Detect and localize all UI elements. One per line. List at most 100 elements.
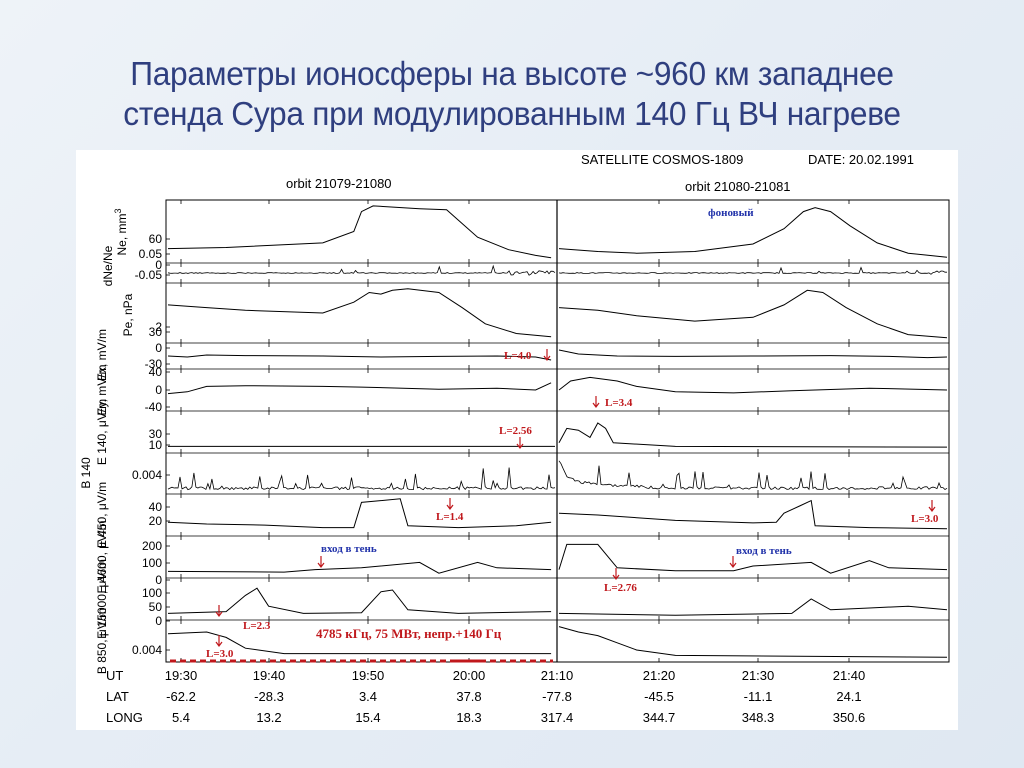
panel-label-group: Pe, nPa	[121, 293, 135, 336]
x-row-value: 348.3	[742, 710, 775, 725]
annotation-l14: L=1.4	[436, 511, 464, 523]
panel-label-group: B 850, μV/m	[95, 608, 109, 674]
panel-label: Ne, mm3	[113, 208, 129, 255]
series-line-E4600-right	[558, 543, 948, 574]
series-line-Ex-right	[558, 349, 948, 359]
x-row-value: -11.1	[744, 689, 773, 704]
series-line-E15000-right	[558, 598, 948, 616]
x-row-value: 21:30	[742, 668, 775, 683]
panel-label: Ey, mV/m	[95, 364, 109, 415]
annotation-shadow2: вход в тень	[736, 545, 792, 557]
slide-title: Параметры ионосферы на высоте ~960 км за…	[59, 54, 965, 134]
series-line-E4600-left	[167, 561, 552, 574]
annotation-shadow1: вход в тень	[321, 543, 377, 555]
x-row-value: 21:10	[541, 668, 574, 683]
y-tick-label: 20	[149, 514, 163, 528]
panel-label-group: E 140, μV/m	[95, 399, 109, 465]
annotation-arrow	[215, 635, 223, 647]
series-line-B850-right	[558, 626, 948, 658]
annotation-arrow	[592, 396, 600, 408]
panel-label-group: E 4600, μV/m	[95, 521, 109, 594]
series-line-Ne-left	[167, 205, 552, 259]
series-line-Ex-left	[167, 354, 552, 361]
x-row-value: 21:40	[833, 668, 866, 683]
annotation-l40: L=4.0	[504, 350, 532, 362]
series-line-Ey-left	[167, 382, 552, 395]
annotation-l256: L=2.56	[499, 425, 532, 437]
x-row-value: 19:50	[352, 668, 385, 683]
x-row-name-long: LONG	[106, 710, 143, 725]
y-tick-label: 0	[155, 614, 162, 628]
x-row-value: 350.6	[833, 710, 866, 725]
x-row-value: 3.4	[359, 689, 377, 704]
panel-label-group: Ey, mV/m	[95, 364, 109, 415]
y-tick-label: 100	[142, 586, 162, 600]
y-tick-label: -30	[145, 357, 163, 371]
y-tick-label: 30	[149, 325, 163, 339]
y-tick-label: 0	[155, 383, 162, 397]
annotation-l30b: L=3.0	[206, 648, 234, 660]
y-tick-label: 0	[155, 341, 162, 355]
panel-label-sup: 3	[113, 208, 123, 213]
panel-label-group: Ex, mV/m	[95, 329, 109, 381]
annotation-arrow	[729, 556, 737, 568]
series-line-E450-left	[167, 498, 552, 529]
x-row-value: -62.2	[166, 689, 196, 704]
orbit2-label: orbit 21080-21081	[685, 179, 791, 194]
panel-label: E 140, μV/m	[95, 399, 109, 465]
y-tick-label: 0	[155, 258, 162, 272]
x-row-value: 13.2	[256, 710, 281, 725]
panel-label: E 4600, μV/m	[95, 521, 109, 594]
x-row-value: -28.3	[254, 689, 284, 704]
x-row-value: 24.1	[836, 689, 861, 704]
y-tick-label: 0.004	[132, 468, 162, 482]
series-line-E15000-left	[167, 587, 552, 614]
series-line-B140-left	[167, 467, 556, 491]
annotation-arrow	[215, 605, 223, 617]
y-tick-label: 0.05	[139, 247, 163, 261]
x-row-value: -45.5	[644, 689, 674, 704]
annotation-l276: L=2.76	[604, 582, 637, 594]
y-tick-label: -40	[145, 400, 163, 414]
annotation-arrow	[446, 498, 454, 510]
y-tick-label: 2	[155, 320, 162, 334]
annotation-l34: L=3.4	[605, 397, 633, 409]
slide-title-line2: стенда Сура при модулированным 140 Гц ВЧ…	[123, 95, 901, 132]
x-row-value: 15.4	[355, 710, 380, 725]
x-row-value: 19:40	[253, 668, 286, 683]
y-tick-label: 40	[149, 500, 163, 514]
annotation-arrow	[516, 437, 524, 449]
panel-label-group: E 15000, μV/m	[95, 559, 109, 639]
x-row-name-lat: LAT	[106, 689, 129, 704]
x-row-value: 20:00	[453, 668, 486, 683]
x-row-value: 344.7	[643, 710, 676, 725]
panel-label: B 140	[79, 457, 93, 489]
y-tick-label: -0.05	[135, 268, 163, 282]
panel-label: E 450, μV/m	[95, 482, 109, 548]
panel-label: dNe/Ne	[101, 245, 115, 286]
x-row-name-ut: UT	[106, 668, 123, 683]
x-row-value: 19:30	[165, 668, 198, 683]
y-tick-label: 0	[155, 573, 162, 587]
series-line-Ne-right	[558, 207, 948, 258]
series-line-noise-right	[558, 266, 947, 275]
annotation-l30a: L=3.0	[911, 513, 939, 525]
orbit1-label: orbit 21079-21080	[286, 176, 392, 191]
chart-figure: SATELLITE COSMOS-1809 DATE: 20.02.1991 orb…	[76, 150, 958, 730]
x-row-value: -77.8	[542, 689, 572, 704]
y-tick-label: 40	[149, 365, 163, 379]
panel-label: Ex, mV/m	[95, 329, 109, 381]
panel-label: B 850, μV/m	[95, 608, 109, 674]
series-line-B140-right	[558, 460, 948, 491]
annotation-arrow	[928, 500, 936, 512]
series-line-Ey-right	[558, 376, 948, 394]
series-line-B850-left	[167, 631, 552, 655]
panel-label-group: dNe/Ne	[101, 245, 115, 286]
date-label: DATE: 20.02.1991	[808, 152, 914, 167]
panel-label-group: Ne, mm3	[113, 208, 129, 255]
annotation-heating: 4785 кГц, 75 МВт, непр.+140 Гц	[316, 626, 502, 641]
y-tick-label: 0.004	[132, 643, 162, 657]
panel-label: E 15000, μV/m	[95, 559, 109, 639]
slide-title-line1: Параметры ионосферы на высоте ~960 км за…	[130, 55, 894, 92]
satellite-label: SATELLITE COSMOS-1809	[581, 152, 743, 167]
